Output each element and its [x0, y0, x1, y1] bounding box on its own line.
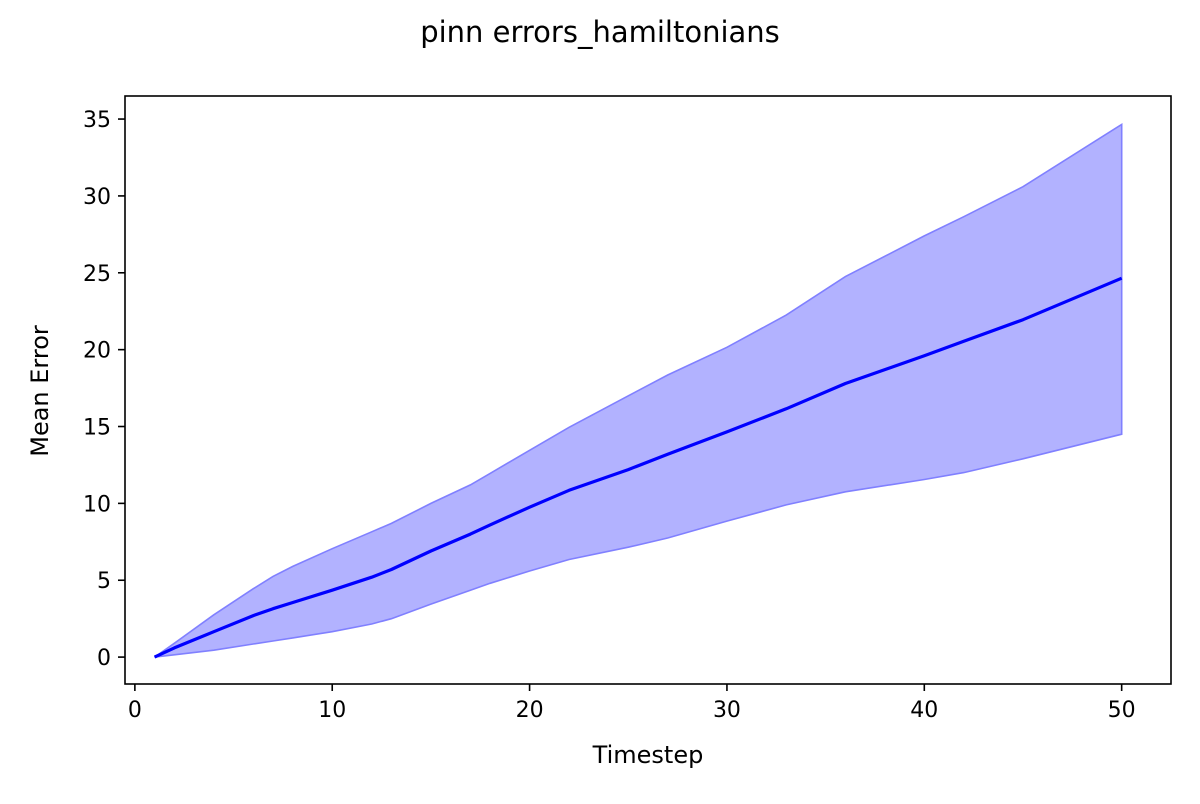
- x-tick-label: 40: [910, 698, 938, 723]
- x-tick-label: 10: [318, 698, 346, 723]
- y-tick-label: 30: [83, 185, 111, 210]
- x-tick-label: 0: [128, 698, 142, 723]
- y-tick-label: 5: [97, 569, 111, 594]
- y-tick-label: 15: [83, 416, 111, 441]
- y-tick-label: 35: [83, 108, 111, 133]
- mean-error-line: [153, 276, 1123, 659]
- y-tick-label: 20: [83, 339, 111, 364]
- y-tick-label: 0: [97, 646, 111, 671]
- y-tick-label: 10: [83, 492, 111, 517]
- y-tick-label: 25: [83, 262, 111, 287]
- plot-frame: [124, 95, 1172, 685]
- y-axis: 0 5 10 15 20 25 30 35: [83, 108, 125, 671]
- error-band: [154, 122, 1123, 658]
- chart-title: pinn errors_hamiltonians: [420, 15, 780, 49]
- x-axis-label: Timestep: [592, 741, 704, 769]
- x-axis: 0 10 20 30 40 50: [128, 684, 1136, 723]
- x-tick-label: 30: [713, 698, 741, 723]
- plot-layer: [153, 122, 1123, 659]
- y-axis-label: Mean Error: [26, 325, 54, 457]
- x-tick-label: 20: [516, 698, 544, 723]
- x-tick-label: 50: [1108, 698, 1136, 723]
